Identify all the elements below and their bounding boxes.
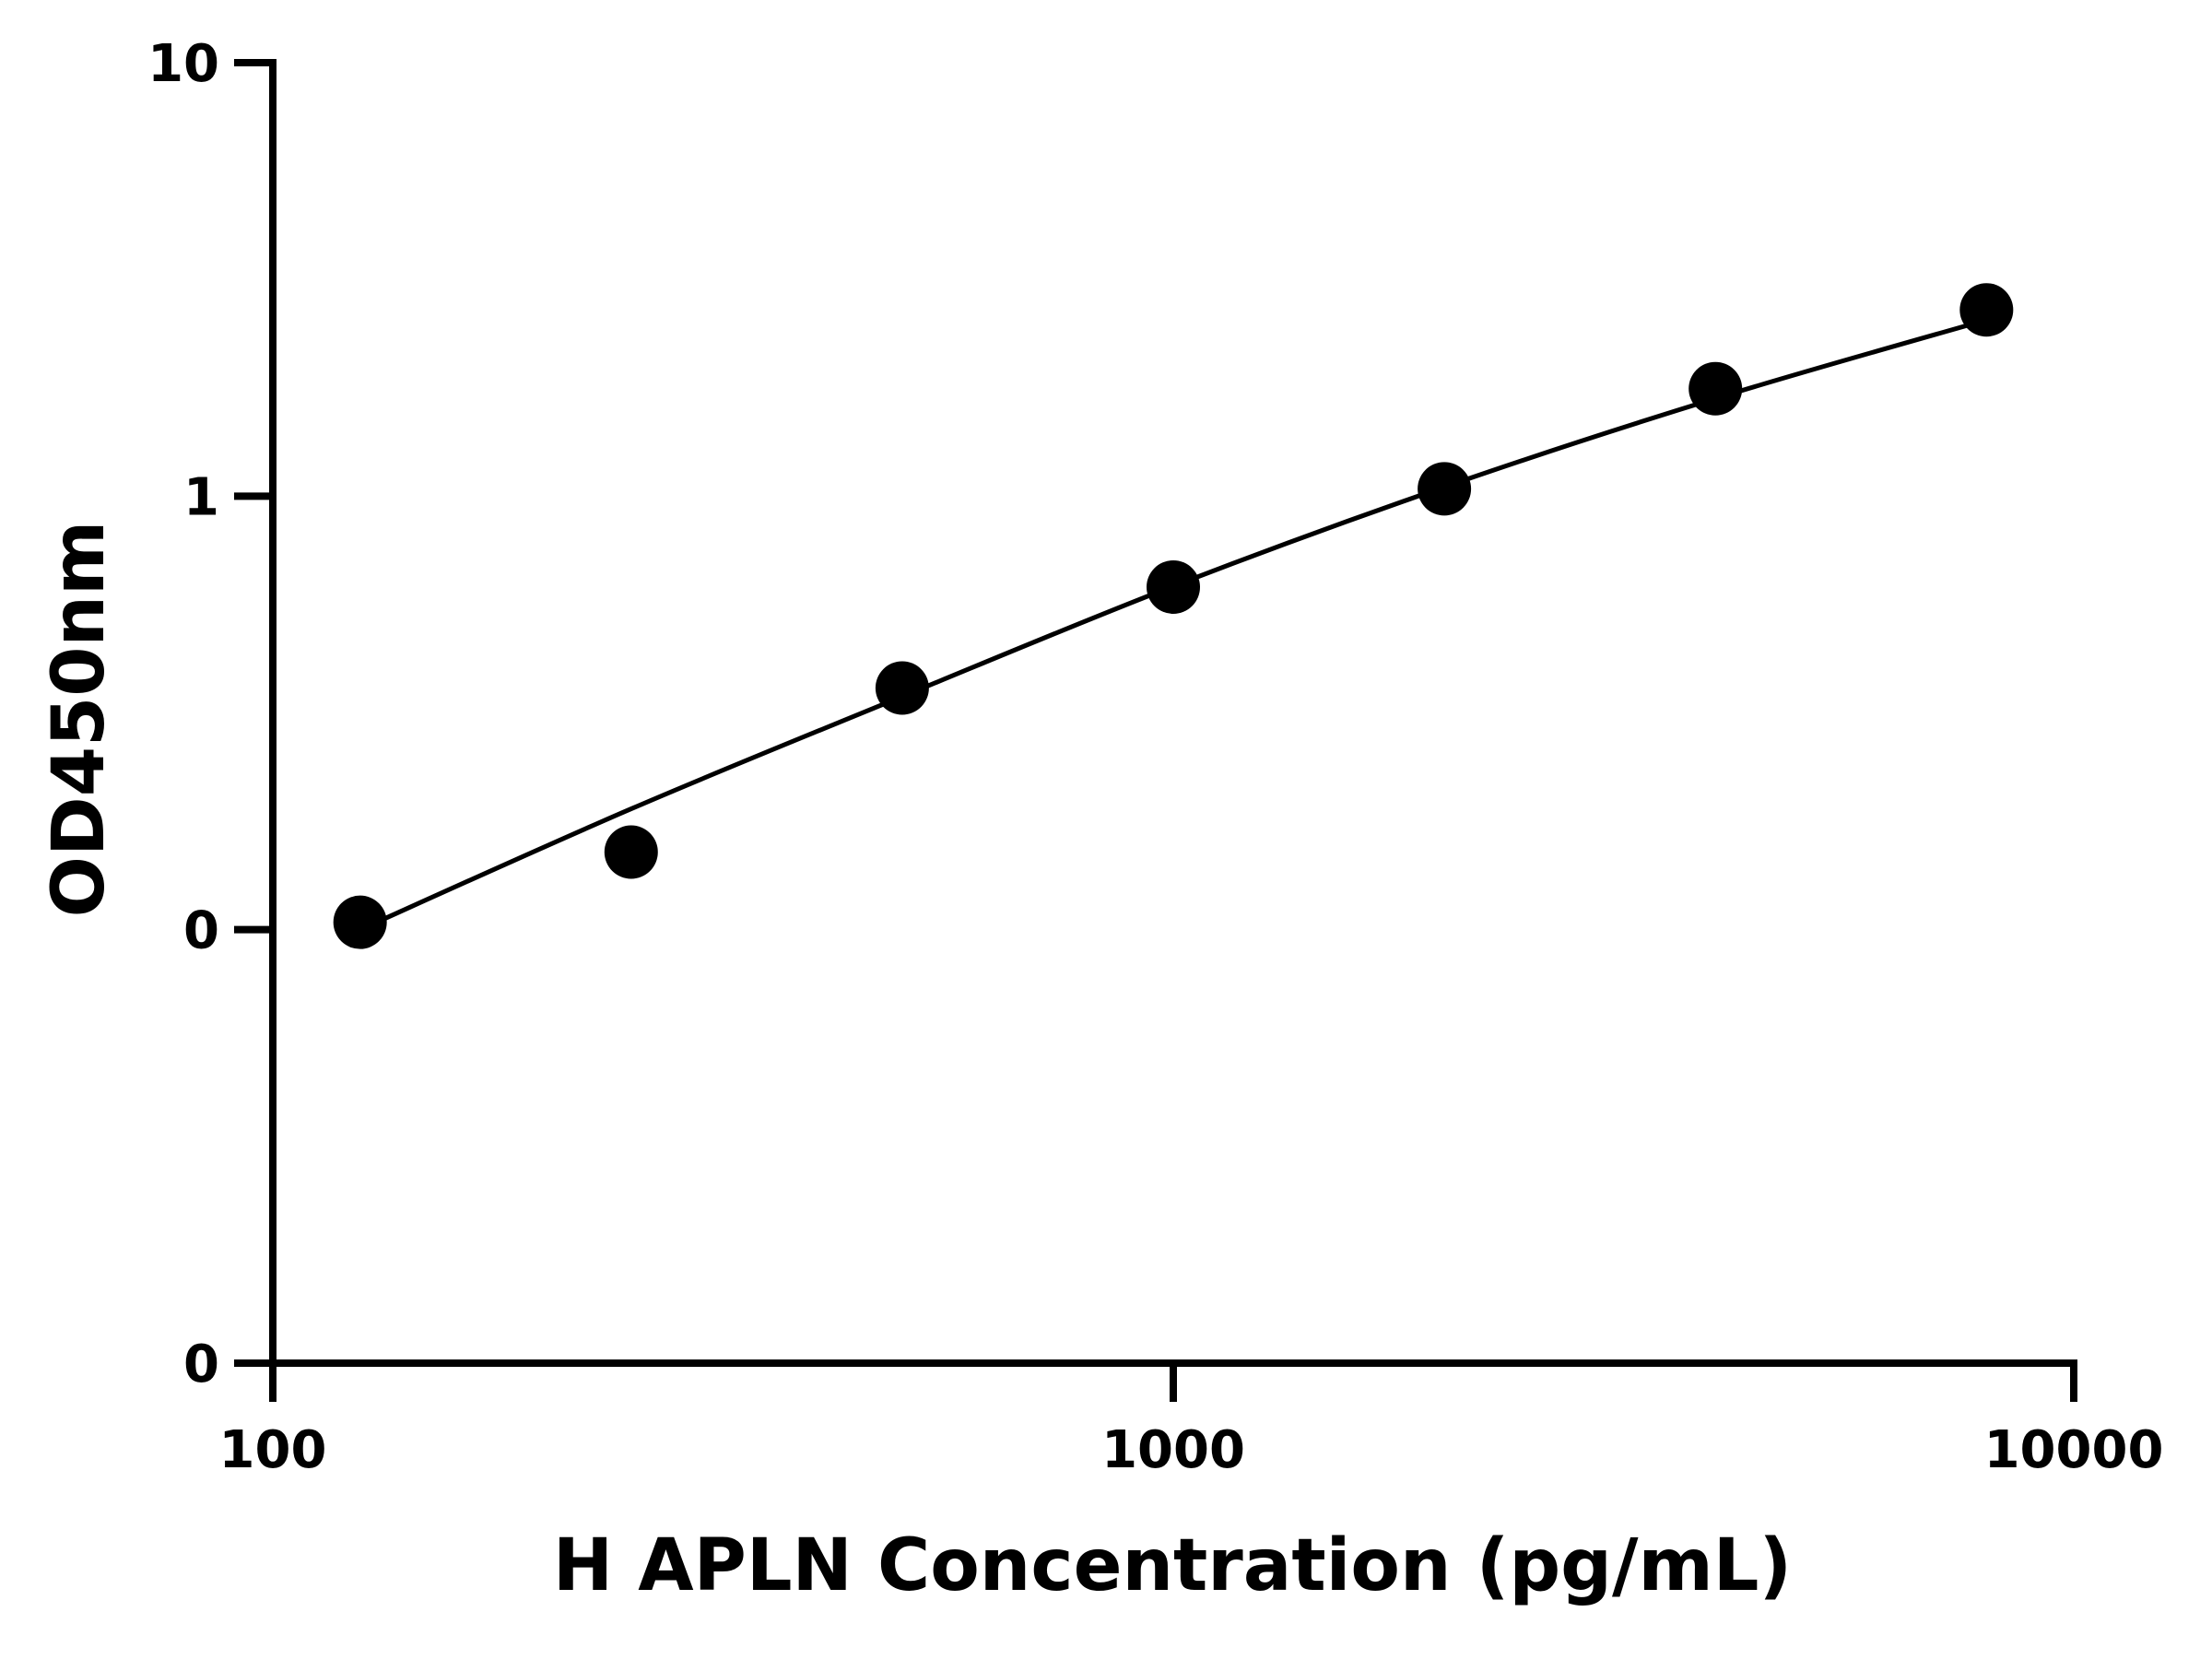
x-tick-label: 100 [219, 1420, 327, 1480]
fit-curve-group [359, 317, 1987, 932]
y-tick-label: 0 [183, 901, 219, 961]
axes: 0 0 1 10 100 1000 10000 [147, 34, 2163, 1480]
y-tick-label: 0 [183, 1335, 219, 1394]
fit-curve [359, 317, 1987, 932]
y-axis-title: OD450nm [38, 521, 121, 918]
y-tick-label: 1 [183, 467, 219, 527]
data-point [333, 895, 387, 949]
data-points [333, 283, 2014, 949]
x-tick-label: 10000 [1984, 1420, 2164, 1480]
data-point [1688, 361, 1743, 416]
data-point [875, 661, 929, 715]
data-point [1418, 462, 1472, 516]
data-point [604, 825, 658, 879]
data-point [1147, 559, 1200, 614]
x-tick-label: 1000 [1101, 1420, 1245, 1480]
x-axis-title: H APLN Concentration (pg/mL) [553, 1524, 1792, 1607]
y-tick-label: 10 [147, 34, 219, 94]
data-point [1959, 283, 2014, 337]
